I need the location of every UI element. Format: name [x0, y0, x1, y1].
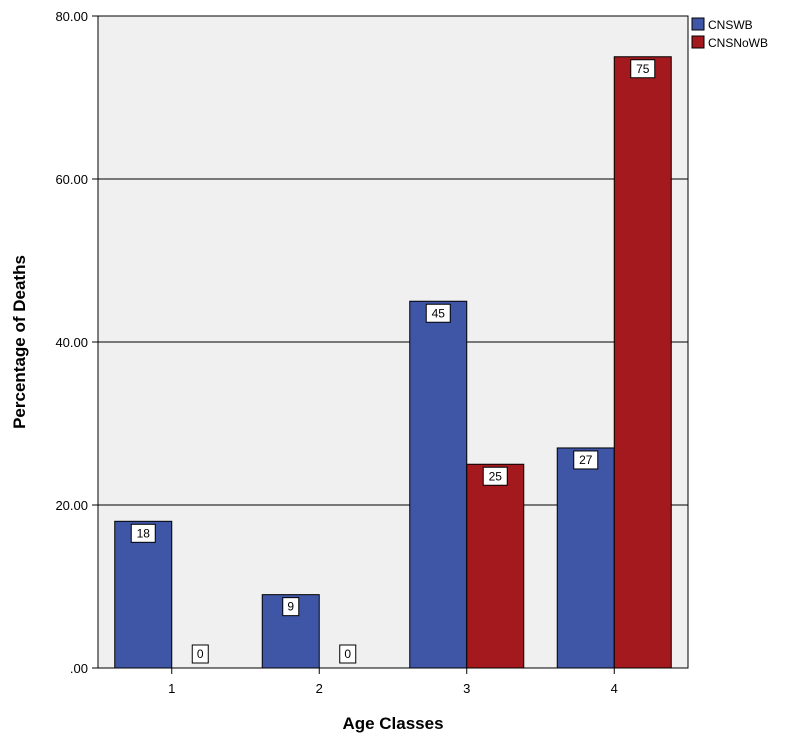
- y-tick-label: 60.00: [55, 172, 88, 187]
- data-label-box: [191, 644, 209, 664]
- data-label-box: [482, 466, 508, 486]
- data-label-box: [573, 450, 599, 470]
- x-tick-label: 4: [611, 681, 618, 696]
- data-label-box: [630, 59, 656, 79]
- data-label: 25: [489, 469, 503, 483]
- x-tick-label: 1: [168, 681, 175, 696]
- data-label-box: [130, 523, 156, 543]
- y-tick-label: .00: [70, 661, 88, 676]
- data-label: 0: [197, 647, 204, 661]
- data-labels: 18 0 9 0 45 25 27 75: [130, 59, 656, 664]
- bars: [114, 56, 672, 669]
- x-axis-ticks: 1 2 3 4: [168, 668, 618, 696]
- data-label: 18: [137, 526, 151, 540]
- data-label: 75: [636, 62, 650, 76]
- data-label-box: [282, 597, 300, 617]
- data-label-box: [425, 303, 451, 323]
- x-tick-label: 2: [316, 681, 323, 696]
- legend-label-CNSWB: CNSWB: [708, 18, 753, 32]
- bar-CNSNoWB-3: [466, 463, 525, 669]
- data-label: 27: [579, 453, 593, 467]
- y-tick-label: 80.00: [55, 9, 88, 24]
- legend: CNSWB CNSNoWB: [691, 17, 768, 50]
- data-label: 45: [432, 306, 446, 320]
- bar-CNSWB-1: [114, 520, 173, 669]
- bar-CNSNoWB-4: [613, 56, 672, 669]
- y-tick-label: 40.00: [55, 335, 88, 350]
- bar-CNSWB-4: [556, 447, 615, 669]
- legend-label-CNSNoWB: CNSNoWB: [708, 36, 768, 50]
- x-tick-label: 3: [463, 681, 470, 696]
- y-axis-title: Percentage of Deaths: [10, 255, 29, 429]
- y-tick-label: 20.00: [55, 498, 88, 513]
- legend-swatch-CNSNoWB: [691, 35, 705, 49]
- data-label: 9: [287, 600, 294, 614]
- data-label-box: [339, 644, 357, 664]
- data-label: 0: [344, 647, 351, 661]
- legend-swatch-CNSWB: [691, 17, 705, 31]
- bar-CNSWB-3: [409, 300, 468, 669]
- x-axis-title: Age Classes: [342, 714, 443, 733]
- y-axis-ticks: .00 20.00 40.00 60.00 80.00: [55, 9, 98, 676]
